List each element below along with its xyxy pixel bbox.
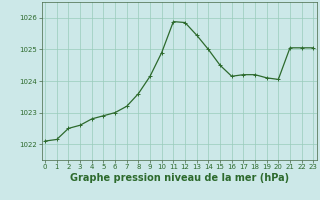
X-axis label: Graphe pression niveau de la mer (hPa): Graphe pression niveau de la mer (hPa)	[70, 173, 289, 183]
